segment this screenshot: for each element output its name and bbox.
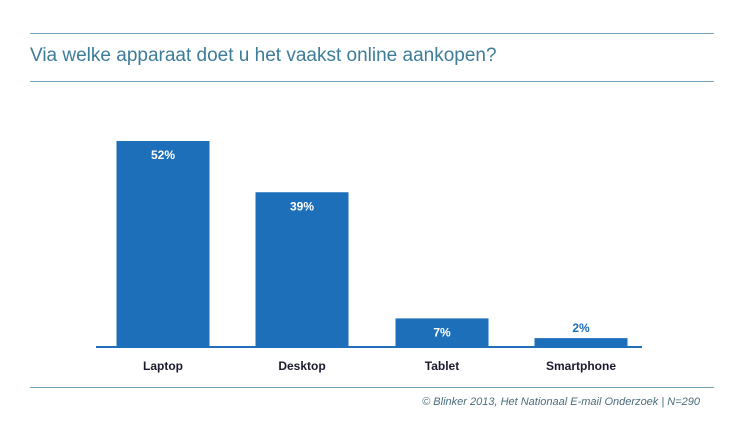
category-label-laptop: Laptop bbox=[143, 359, 183, 373]
chart-title: Via welke apparaat doet u het vaakst onl… bbox=[30, 45, 497, 66]
bar-desktop bbox=[255, 192, 349, 346]
category-label-desktop: Desktop bbox=[278, 359, 325, 373]
value-label-tablet: 7% bbox=[433, 325, 451, 339]
value-label-laptop: 52% bbox=[151, 148, 175, 162]
title-underline-rule bbox=[30, 81, 714, 82]
value-label-desktop: 39% bbox=[290, 199, 314, 213]
bar-laptop bbox=[116, 141, 210, 346]
value-label-smartphone: 2% bbox=[572, 321, 590, 335]
bar-smartphone bbox=[534, 338, 628, 346]
bar-tablet bbox=[395, 318, 489, 346]
category-label-tablet: Tablet bbox=[425, 359, 459, 373]
category-label-smartphone: Smartphone bbox=[546, 359, 616, 373]
footer-rule bbox=[30, 387, 714, 388]
top-rule bbox=[30, 33, 714, 34]
source-note: © Blinker 2013, Het Nationaal E-mail Ond… bbox=[422, 396, 700, 408]
